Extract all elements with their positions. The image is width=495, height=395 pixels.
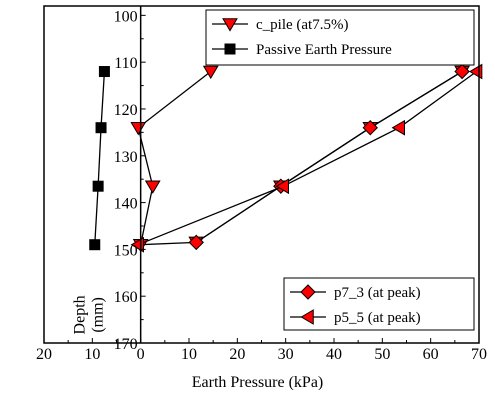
legend-label: c_pile (at7.5%) [256, 17, 348, 33]
x-tick-label: 40 [326, 346, 342, 363]
series-1 [89, 66, 110, 251]
legend-bottom-right: p7_3 (at peak) p5_5 (at peak) [283, 277, 475, 331]
plot-layer [89, 63, 483, 253]
legend-box [283, 277, 475, 331]
legend-label: p5_5 (at peak) [334, 310, 421, 326]
y-tick-label: 160 [114, 289, 138, 306]
y-tick-label: 130 [114, 149, 138, 166]
series-line [138, 71, 477, 246]
data-point [362, 119, 378, 136]
y-tick-label: 140 [114, 196, 138, 213]
x-tick-label: 10 [181, 346, 197, 363]
y-tick-label: 110 [114, 55, 137, 72]
data-point [130, 121, 147, 136]
series-line [94, 71, 106, 245]
y-tick-label: 120 [114, 102, 138, 119]
series-0 [130, 65, 470, 253]
data-point [95, 122, 107, 134]
x-tick-label: 0 [137, 346, 145, 363]
data-point [188, 234, 204, 251]
x-tick-label: 10 [84, 346, 100, 363]
y-axis-title-line-2: (mm) [90, 297, 107, 333]
series-2 [188, 63, 470, 251]
x-tick-label: 30 [278, 346, 294, 363]
x-tick-label: 50 [374, 346, 390, 363]
data-point [98, 66, 110, 78]
y-tick-label: 150 [114, 242, 138, 259]
y-axis-title-line-1: Depth [72, 295, 89, 334]
data-point [275, 178, 289, 195]
data-point [454, 63, 470, 80]
legend-top-right: c_pile (at7.5%) Passive Earth Pressure [205, 9, 475, 66]
x-axis-title: Earth Pressure (kPa) [192, 374, 324, 390]
legend-marker [224, 43, 236, 55]
x-tick-label: 20 [229, 346, 245, 363]
legend-label: p7_3 (at peak) [334, 285, 421, 301]
y-tick-label: 100 [114, 8, 138, 25]
x-tick-label: 70 [471, 346, 487, 363]
series-line [195, 70, 463, 243]
data-point [468, 63, 483, 80]
x-tick-label: 20 [36, 346, 52, 363]
legend-box [205, 9, 475, 66]
series-line [137, 70, 463, 246]
legend-marker [300, 284, 316, 300]
data-point [391, 119, 405, 136]
legend-marker [300, 309, 314, 325]
legend-layer: c_pile (at7.5%) Passive Earth Pressure p7_… [205, 9, 475, 331]
legend-marker [222, 18, 238, 32]
data-point [202, 65, 219, 80]
data-point [92, 180, 104, 192]
data-point [89, 239, 101, 251]
data-point [144, 180, 161, 194]
y-axis-title: Depth (mm) [72, 295, 107, 334]
legend-label: Passive Earth Pressure [256, 42, 392, 58]
x-tick-label: 60 [423, 346, 439, 363]
y-tick-label: 170 [114, 336, 138, 353]
